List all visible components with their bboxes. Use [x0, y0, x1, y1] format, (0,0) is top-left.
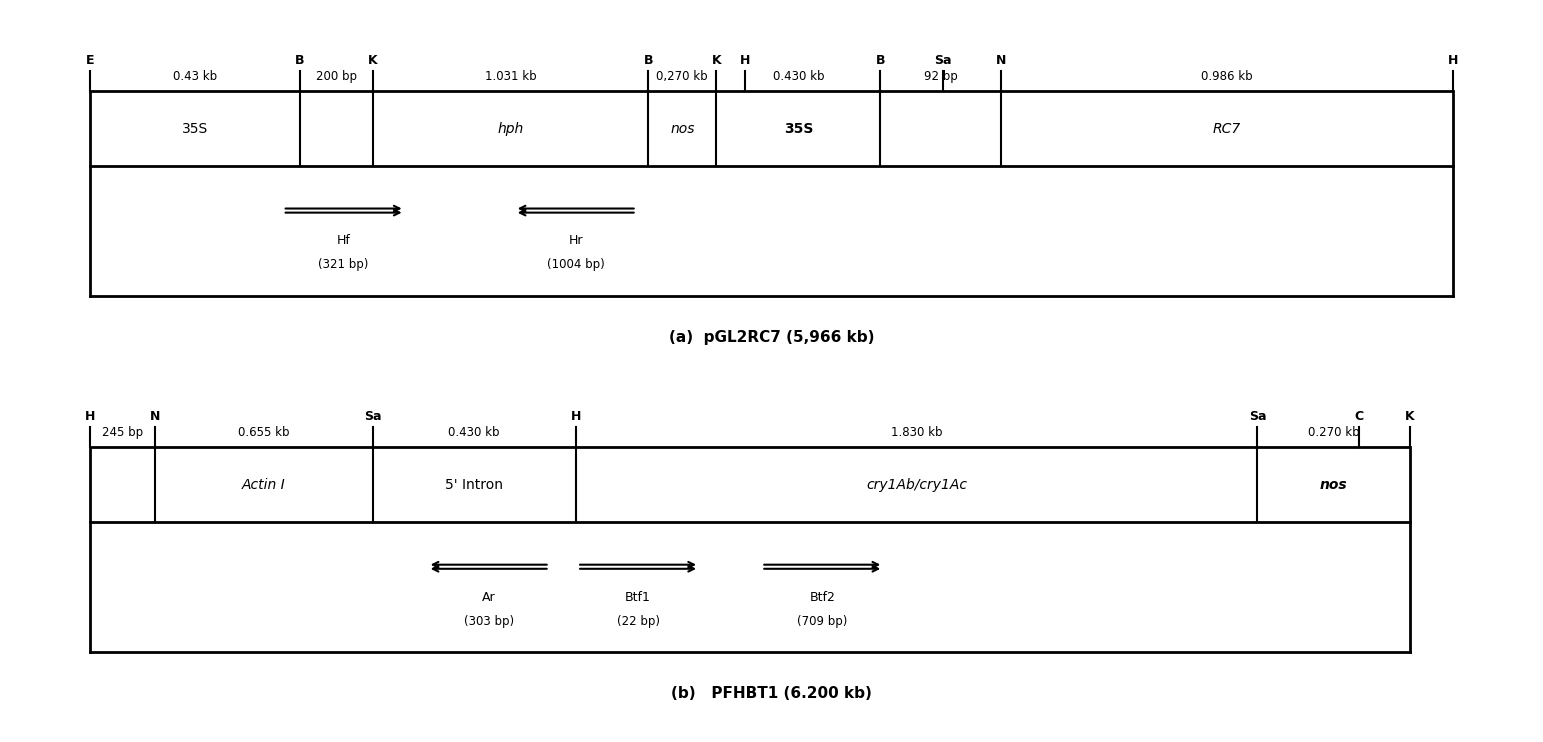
Text: Sa: Sa — [1248, 410, 1267, 424]
Bar — [89, 447, 1410, 522]
Text: B: B — [643, 54, 653, 68]
Text: nos: nos — [1319, 478, 1347, 492]
Text: 92 bp: 92 bp — [924, 70, 957, 82]
Text: 0.270 kb: 0.270 kb — [1308, 426, 1359, 439]
Text: Sa: Sa — [364, 410, 381, 424]
Text: Btf1: Btf1 — [625, 591, 651, 604]
Text: 245 bp: 245 bp — [102, 426, 143, 439]
Text: (a)  pGL2RC7 (5,966 kb): (a) pGL2RC7 (5,966 kb) — [668, 330, 875, 345]
Text: (22 bp): (22 bp) — [617, 614, 659, 628]
Text: 5' Intron: 5' Intron — [446, 478, 503, 492]
Text: H: H — [1447, 54, 1458, 68]
Text: 35S: 35S — [784, 122, 813, 136]
Text: (303 bp): (303 bp) — [463, 614, 514, 628]
Text: 0.430 kb: 0.430 kb — [449, 426, 500, 439]
Text: (321 bp): (321 bp) — [318, 258, 369, 272]
Text: H: H — [571, 410, 580, 424]
Text: C: C — [1355, 410, 1364, 424]
Text: Ar: Ar — [481, 591, 495, 604]
Text: (1004 bp): (1004 bp) — [546, 258, 605, 272]
Text: hph: hph — [497, 122, 523, 136]
Text: 0,270 kb: 0,270 kb — [656, 70, 708, 82]
Text: E: E — [85, 54, 94, 68]
Text: Btf2: Btf2 — [810, 591, 835, 604]
Text: 0.430 kb: 0.430 kb — [773, 70, 824, 82]
Text: Hr: Hr — [568, 234, 583, 248]
Text: Actin I: Actin I — [242, 478, 285, 492]
Text: 0.986 kb: 0.986 kb — [1200, 70, 1253, 82]
Text: N: N — [995, 54, 1006, 68]
Text: cry1Ab/cry1Ac: cry1Ab/cry1Ac — [866, 478, 967, 492]
Text: 0.43 kb: 0.43 kb — [173, 70, 218, 82]
Text: 0.655 kb: 0.655 kb — [238, 426, 290, 439]
Text: H: H — [85, 410, 96, 424]
Text: B: B — [295, 54, 306, 68]
Text: N: N — [150, 410, 160, 424]
Text: (709 bp): (709 bp) — [798, 614, 847, 628]
Text: RC7: RC7 — [1213, 122, 1241, 136]
Text: B: B — [875, 54, 886, 68]
Text: Sa: Sa — [934, 54, 952, 68]
Text: (b)   PFHBT1 (6.200 kb): (b) PFHBT1 (6.200 kb) — [671, 686, 872, 701]
Text: H: H — [741, 54, 750, 68]
Bar — [89, 91, 1454, 166]
Text: K: K — [1404, 410, 1415, 424]
Text: 35S: 35S — [182, 122, 208, 136]
Text: 200 bp: 200 bp — [316, 70, 356, 82]
Text: K: K — [367, 54, 378, 68]
Text: Hf: Hf — [336, 234, 350, 248]
Text: K: K — [711, 54, 721, 68]
Text: 1.031 kb: 1.031 kb — [485, 70, 537, 82]
Text: nos: nos — [670, 122, 694, 136]
Text: 1.830 kb: 1.830 kb — [890, 426, 943, 439]
